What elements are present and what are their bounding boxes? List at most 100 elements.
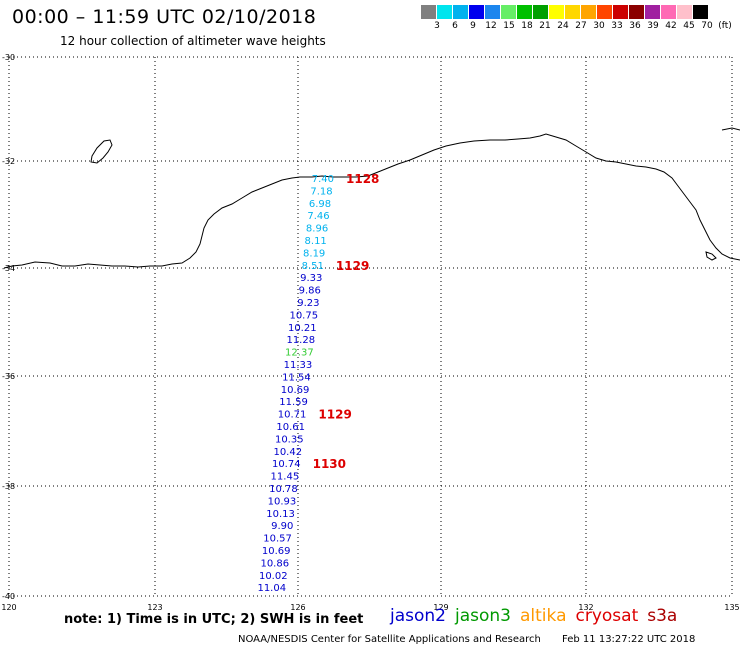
wave-height-value: 10.35 (275, 434, 304, 445)
wave-height-value: 7.18 (310, 186, 332, 197)
color-swatch (693, 5, 709, 19)
footer-credit: NOAA/NESDIS Center for Satellite Applica… (238, 634, 541, 645)
color-swatch (549, 5, 565, 19)
color-swatch (613, 5, 629, 19)
latitude-label: -30 (2, 53, 15, 62)
wave-height-value: 9.86 (299, 286, 321, 297)
color-swatch (661, 5, 677, 19)
latitude-label: -32 (2, 157, 15, 166)
pass-time-label: 1128 (346, 172, 379, 186)
color-scale-label: 45 (683, 21, 695, 31)
color-swatch (597, 5, 613, 19)
color-scale-label: 12 (485, 21, 497, 31)
wave-height-value: 10.71 (278, 410, 307, 421)
longitude-label: 129 (433, 603, 448, 612)
wave-height-value: 10.02 (259, 571, 288, 582)
wave-height-value: 10.78 (269, 484, 298, 495)
color-swatch (453, 5, 469, 19)
map-title: 00:00 – 11:59 UTC 02/10/2018 (12, 6, 317, 28)
pass-time-label: 1129 (336, 259, 369, 273)
latitude-label: -40 (2, 592, 15, 601)
color-scale (421, 5, 709, 19)
wave-height-value: 9.33 (300, 273, 322, 284)
wave-height-labels: 7.407.18 6.987.46 8.968.118.19 8.519.33 9.86… (257, 174, 334, 594)
color-scale-label: (ft) (718, 21, 732, 31)
wave-height-value: 11.04 (257, 583, 286, 594)
color-swatch (645, 5, 661, 19)
wave-height-value: 10.57 (263, 534, 292, 545)
latitude-label: -34 (2, 264, 15, 273)
wave-height-value: 11.45 (271, 472, 300, 483)
longitude-label: 123 (147, 603, 162, 612)
map-subtitle: 12 hour collection of altimeter wave hei… (60, 34, 326, 48)
color-scale-label: 3 (434, 21, 440, 31)
color-swatch (421, 5, 437, 19)
wave-height-value: 6.98 (309, 199, 331, 210)
latitude-label: -38 (2, 482, 15, 491)
pass-time-label: 1130 (313, 457, 346, 471)
latitude-label: -36 (2, 372, 15, 381)
wave-height-value: 8.19 (303, 248, 325, 259)
pass-time-label: 1129 (318, 408, 351, 422)
color-swatch (437, 5, 453, 19)
color-scale-label: 9 (470, 21, 476, 31)
wave-height-value: 10.21 (288, 323, 317, 334)
latitude-labels: -30 -32 -34 -36 -38 -40 (2, 53, 15, 601)
coastline-eyre-peninsula (721, 127, 740, 131)
wave-height-value: 10.69 (281, 385, 310, 396)
color-scale-labels: 3 6 9 12 15 18 21 24 27 30 33 36 39 42 45 70 (ft) (421, 21, 740, 35)
color-scale-label: 18 (521, 21, 533, 31)
legend-item-cryosat: cryosat (575, 606, 639, 626)
color-scale-label: 24 (557, 21, 569, 31)
wave-height-value: 10.13 (266, 509, 295, 520)
legend-item-jason2: jason2 (390, 606, 446, 626)
wave-height-value: 11.54 (282, 372, 311, 383)
wave-height-value: 10.86 (260, 558, 289, 569)
longitude-label: 120 (1, 603, 16, 612)
footer: NOAA/NESDIS Center for Satellite Applica… (238, 634, 695, 645)
color-swatch (533, 5, 549, 19)
satellite-legend: jason2 jason3 altika cryosat s3a (390, 606, 686, 626)
color-scale-label: 70 (701, 21, 713, 31)
wave-height-value: 10.61 (276, 422, 305, 433)
color-swatch (565, 5, 581, 19)
wave-height-value: 11.59 (279, 397, 308, 408)
wave-height-value: 10.69 (262, 546, 291, 557)
longitude-label: 126 (290, 603, 305, 612)
color-scale-label: 42 (665, 21, 677, 31)
pass-time-labels: 1128 1129 1129 1130 (313, 172, 380, 471)
coastline-kangaroo-island (705, 251, 717, 261)
legend-item-altika: altika (520, 606, 567, 626)
wave-height-value: 7.40 (312, 174, 334, 185)
legend-item-jason3: jason3 (455, 606, 511, 626)
wave-height-value: 10.74 (272, 459, 301, 470)
wave-height-value: 10.75 (289, 310, 318, 321)
wave-height-value: 8.51 (302, 261, 324, 272)
units-note: note: 1) Time is in UTC; 2) SWH is in fe… (64, 612, 364, 627)
wave-height-value: 9.23 (297, 298, 319, 309)
color-swatch (517, 5, 533, 19)
color-scale-label: 39 (647, 21, 659, 31)
coastline-south-australia (3, 133, 740, 269)
color-scale-label: 30 (593, 21, 605, 31)
wave-height-value: 11.28 (286, 335, 315, 346)
wave-height-value: 10.42 (273, 447, 302, 458)
wave-height-value: 8.11 (305, 236, 327, 247)
wave-height-value: 11.33 (284, 360, 313, 371)
color-swatch (501, 5, 517, 19)
wave-height-value: 10.93 (268, 496, 297, 507)
coastline-recherche-islands (90, 139, 113, 164)
wave-height-value: 9.90 (271, 521, 293, 532)
longitude-labels: 120 123 126 129 132 135 (1, 603, 739, 612)
wave-height-value: 8.96 (306, 224, 328, 235)
legend-item-s3a: s3a (647, 606, 678, 626)
color-scale-label: 6 (452, 21, 458, 31)
wave-height-value: 12.37 (285, 348, 314, 359)
footer-timestamp: Feb 11 13:27:22 UTC 2018 (562, 634, 696, 645)
color-scale-label: 21 (539, 21, 551, 31)
longitude-label: 132 (578, 603, 593, 612)
color-swatch (677, 5, 693, 19)
graticule (8, 56, 733, 597)
longitude-label: 135 (724, 603, 739, 612)
